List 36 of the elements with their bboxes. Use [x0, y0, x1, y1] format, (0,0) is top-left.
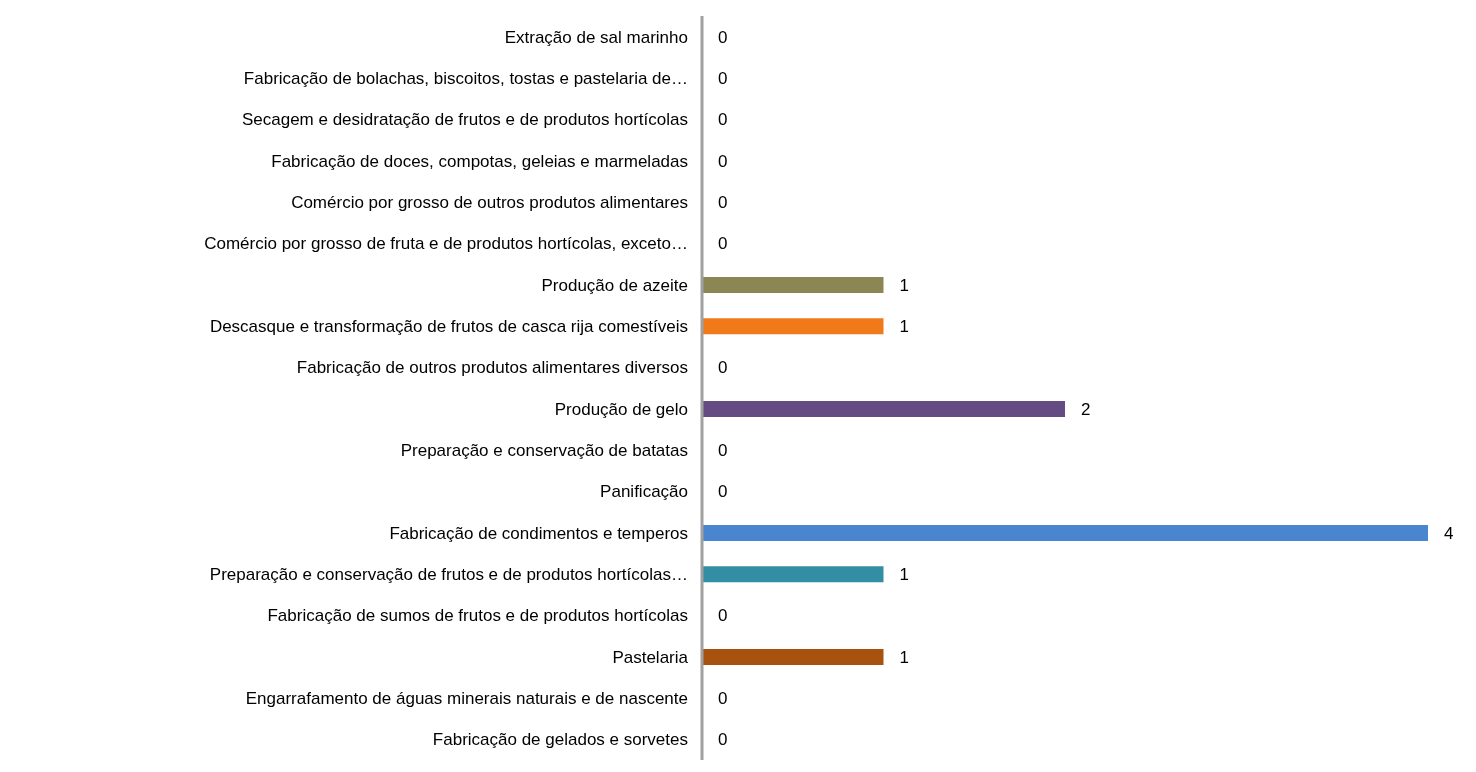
data-label: 0 [718, 688, 728, 708]
data-label: 0 [718, 730, 728, 750]
y-tick-label: Fabricação de outros produtos alimentares diversos [296, 358, 688, 378]
data-label: 4 [1444, 523, 1454, 543]
y-tick-label: Produção de azeite [541, 275, 688, 295]
y-tick-label: Extração de sal marinho [504, 27, 688, 47]
data-label: 2 [1081, 399, 1091, 419]
y-tick-label: Descasque e transformação de frutos de casca rija comestíveis [209, 316, 688, 336]
data-label: 1 [899, 647, 909, 667]
data-label: 0 [718, 192, 728, 212]
data-label: 1 [899, 564, 909, 584]
y-tick-label: Fabricação de gelados e sorvetes [432, 730, 688, 750]
data-label: 0 [718, 440, 728, 460]
y-tick-label: Comércio por grosso de outros produtos alimentares [291, 192, 688, 212]
data-label: 0 [718, 151, 728, 171]
y-tick-label: Fabricação de condimentos e temperos [389, 523, 688, 543]
y-tick-label: Fabricação de bolachas, biscoitos, tostas e pastelaria de… [243, 68, 688, 88]
y-tick-label: Fabricação de doces, compotas, geleias e marmeladas [271, 151, 688, 171]
data-label: 1 [899, 316, 909, 336]
data-label: 0 [718, 358, 728, 378]
data-label: 0 [718, 482, 728, 502]
y-tick-label: Pastelaria [612, 647, 689, 667]
y-tick-label: Produção de gelo [554, 399, 688, 419]
data-label: 0 [718, 68, 728, 88]
y-tick-label: Comércio por grosso de fruta e de produtos hortícolas, exceto… [204, 234, 688, 254]
y-tick-label: Fabricação de sumos de frutos e de produtos hortícolas [267, 606, 688, 626]
data-label: 0 [718, 606, 728, 626]
y-tick-label: Secagem e desidratação de frutos e de produtos hortícolas [241, 110, 688, 130]
y-tick-label: Panificação [600, 482, 688, 502]
y-tick-label: Preparação e conservação de batatas [400, 440, 688, 460]
data-label: 0 [718, 27, 728, 47]
y-tick-label: Engarrafamento de águas minerais naturais e de nascente [245, 688, 688, 708]
data-label: 0 [718, 110, 728, 130]
data-label: 1 [899, 275, 909, 295]
y-tick-label: Preparação e conservação de frutos e de produtos hortícolas… [209, 564, 688, 584]
data-label: 0 [718, 234, 728, 254]
